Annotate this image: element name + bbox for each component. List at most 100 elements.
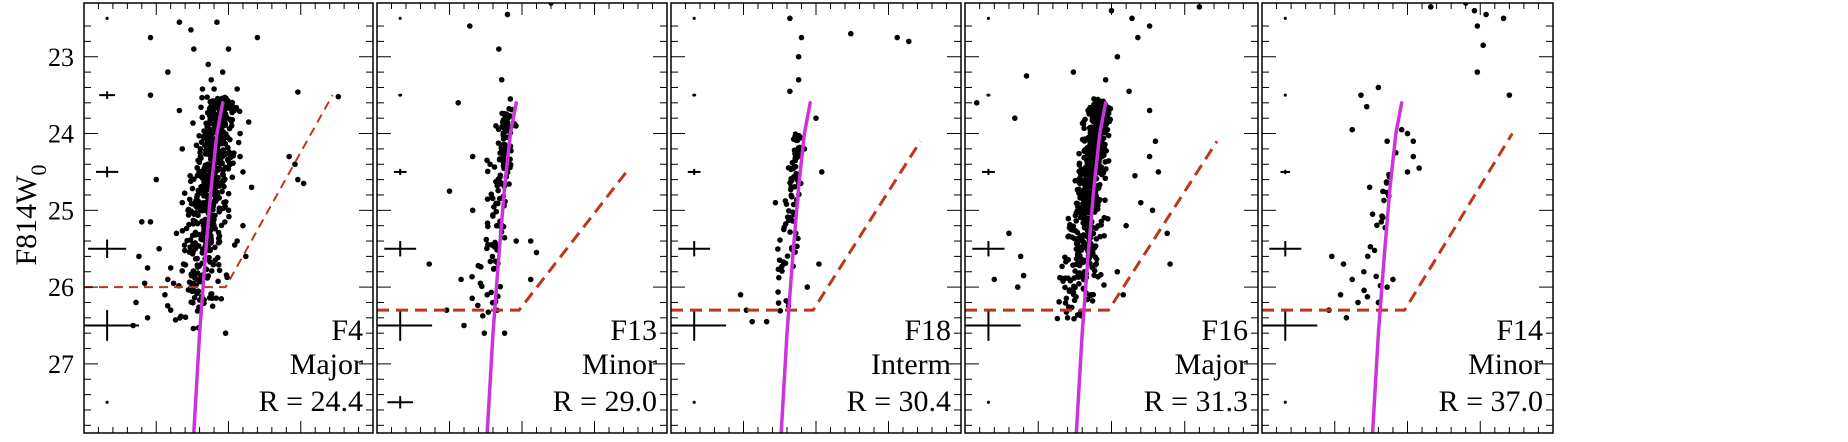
data-point xyxy=(189,288,195,295)
data-point xyxy=(1073,200,1080,207)
data-point xyxy=(179,268,186,274)
data-point xyxy=(1099,169,1106,176)
data-point xyxy=(1070,227,1076,233)
panel-type-label: Interm xyxy=(871,348,951,381)
data-point xyxy=(172,317,179,323)
data-point xyxy=(1098,222,1104,228)
data-point xyxy=(1017,253,1024,260)
data-point xyxy=(209,303,216,309)
data-point xyxy=(1480,42,1486,49)
data-point xyxy=(789,159,796,166)
data-point xyxy=(1390,276,1396,283)
data-point xyxy=(1014,284,1021,290)
data-point xyxy=(1085,181,1092,187)
data-point xyxy=(211,192,218,199)
data-point xyxy=(1114,268,1121,275)
y-axis-title: F814W0 xyxy=(10,165,51,266)
data-point xyxy=(461,322,467,329)
data-point xyxy=(237,130,243,137)
panel-frame xyxy=(670,2,962,434)
data-point xyxy=(1149,207,1156,214)
data-point xyxy=(1089,264,1095,271)
data-point xyxy=(1093,256,1100,262)
axis-ticks xyxy=(965,3,1258,433)
data-point xyxy=(1099,144,1105,151)
data-point xyxy=(205,61,212,68)
data-point xyxy=(1093,99,1100,105)
data-point xyxy=(1167,261,1173,267)
data-point xyxy=(504,11,511,18)
data-point xyxy=(188,200,195,207)
data-point xyxy=(455,100,462,106)
data-point xyxy=(1506,92,1513,98)
data-point xyxy=(194,264,201,270)
panel-plot-area xyxy=(84,16,342,433)
data-point xyxy=(503,122,509,128)
data-point xyxy=(204,94,210,100)
data-point xyxy=(489,253,496,260)
data-point xyxy=(1379,213,1385,219)
data-point xyxy=(1063,295,1070,302)
data-point xyxy=(763,318,770,325)
data-point xyxy=(186,279,193,285)
data-point xyxy=(164,302,171,309)
data-point xyxy=(225,144,231,151)
data-point xyxy=(197,153,204,160)
data-point xyxy=(813,115,819,121)
data-point xyxy=(1146,23,1153,29)
data-point xyxy=(176,19,183,25)
data-point xyxy=(488,289,495,296)
data-point xyxy=(191,294,198,301)
data-point xyxy=(848,30,854,37)
data-point xyxy=(189,185,196,192)
data-point xyxy=(1073,218,1080,224)
data-point xyxy=(973,100,980,106)
data-point xyxy=(187,244,193,251)
data-point xyxy=(1095,185,1102,191)
isochrone-line xyxy=(485,101,518,433)
data-point xyxy=(1380,188,1386,195)
data-point xyxy=(209,136,216,143)
data-point xyxy=(795,76,802,83)
data-point xyxy=(1364,293,1371,300)
data-point xyxy=(188,27,194,33)
data-point xyxy=(484,196,491,202)
data-point xyxy=(194,270,201,276)
data-point xyxy=(475,302,481,309)
data-point xyxy=(1102,197,1108,203)
data-point xyxy=(1063,259,1069,265)
data-point xyxy=(185,212,192,218)
data-point xyxy=(179,146,186,152)
data-point xyxy=(1375,84,1382,91)
data-point xyxy=(469,295,475,302)
data-point xyxy=(186,249,193,255)
data-point xyxy=(479,283,485,290)
data-point xyxy=(130,322,136,329)
error-bars xyxy=(377,16,433,409)
data-point xyxy=(222,122,229,129)
data-point xyxy=(793,137,800,144)
data-point xyxy=(1102,175,1109,182)
y-axis-title-subscript: 0 xyxy=(26,165,51,176)
data-point xyxy=(795,235,801,242)
data-point xyxy=(220,205,227,212)
data-point xyxy=(490,266,497,272)
data-point xyxy=(165,69,171,75)
data-point xyxy=(1084,170,1090,177)
error-bars xyxy=(84,16,139,404)
data-point xyxy=(1071,235,1078,242)
data-point xyxy=(1355,299,1361,306)
data-point xyxy=(1070,291,1077,298)
data-point xyxy=(1107,105,1114,112)
data-point xyxy=(784,253,791,259)
data-point xyxy=(1114,53,1121,60)
data-point xyxy=(1012,115,1018,121)
data-point xyxy=(1103,121,1110,128)
data-point xyxy=(1081,125,1087,132)
error-bars xyxy=(671,16,727,404)
y-tick-labels: 23 24 25 26 27 xyxy=(48,43,74,379)
data-point xyxy=(176,107,183,114)
data-point xyxy=(229,174,236,181)
data-point xyxy=(1104,215,1111,222)
data-point xyxy=(202,151,209,157)
